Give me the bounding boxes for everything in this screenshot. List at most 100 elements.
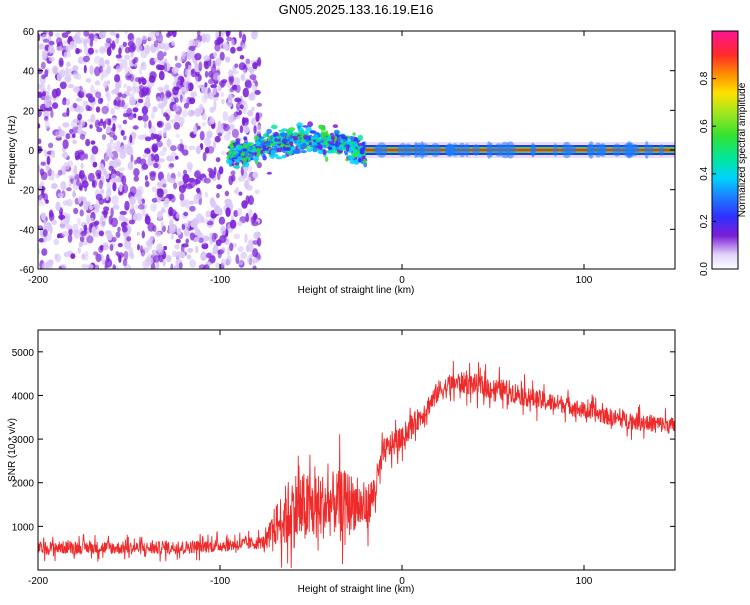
noise-cell [252,265,257,269]
noise-cell [135,37,143,46]
noise-cell [218,216,226,225]
noise-cell [231,128,239,138]
noise-cell [100,74,104,81]
noise-cell [83,31,90,37]
noise-cell [42,49,48,57]
noise-cell [245,195,250,205]
noise-cell [207,92,214,100]
noise-cell [185,238,189,244]
onset-cell [317,149,324,155]
noise-cell [62,139,69,150]
noise-cell [170,234,174,240]
noise-cell [38,165,41,172]
noise-cell [168,177,176,184]
noise-cell [126,236,132,242]
noise-cell [141,114,149,122]
noise-cell [55,201,61,211]
noise-cell [179,193,185,201]
noise-cell [70,120,77,129]
noise-cell [203,55,211,62]
noise-cell [169,119,177,124]
onset-cell [345,145,350,152]
noise-cell [114,74,121,83]
noise-cell [48,31,54,37]
noise-cell [100,188,105,195]
noise-cell [175,62,182,69]
noise-cell [183,211,189,217]
noise-cell [51,170,55,177]
noise-cell [183,81,189,87]
noise-cell [177,180,184,186]
onset-cell [289,141,294,146]
onset-cell [332,124,339,128]
noise-cell [91,226,96,234]
noise-cell [173,182,178,190]
noise-cell [109,138,114,145]
noise-cell [104,154,109,163]
noise-cell [177,171,181,178]
noise-cell [170,145,177,152]
noise-cell [137,244,140,251]
noise-cell [132,107,139,113]
noise-cell [192,217,200,226]
noise-cell [75,97,83,102]
noise-cell [61,263,67,269]
noise-cell [161,207,165,212]
noise-cell [217,132,223,137]
x-tick-label: 0 [399,275,405,286]
noise-cell [92,161,98,168]
noise-cell [72,86,80,93]
noise-cell [122,258,128,267]
noise-cell [186,254,192,260]
noise-cell [83,254,89,261]
noise-cell [141,77,147,86]
noise-cell [202,235,210,242]
onset-cell [300,129,305,135]
noise-cell [233,233,241,240]
noise-cell [110,127,115,132]
noise-cell [169,163,174,168]
onset-cell [357,154,362,158]
noise-cell [196,187,201,193]
onset-cell [235,140,241,145]
noise-cell [252,248,258,258]
carrier-blob [644,141,650,159]
carrier-blob [586,143,595,157]
noise-cell [77,247,81,254]
onset-cell [264,142,271,147]
noise-cell [101,134,107,140]
snr-line-series [38,360,675,568]
carrier-blob [599,143,607,157]
noise-cell [45,99,52,108]
noise-cell [136,194,143,202]
noise-cell [189,259,197,268]
noise-cell [72,139,77,145]
noise-cell [246,244,250,253]
noise-cell [98,230,104,237]
noise-cell [66,187,72,192]
noise-cell [112,264,116,269]
noise-cell [198,237,204,243]
noise-cell [254,189,260,195]
noise-cell [151,197,158,203]
onset-cell [312,147,318,153]
noise-cell [244,80,252,89]
noise-cell [112,204,120,210]
noise-cell [66,31,71,35]
onset-cell [249,145,253,150]
noise-cell [238,31,242,39]
noise-cell [133,168,140,177]
noise-cell [180,76,185,84]
noise-cell [103,245,109,251]
onset-cell [228,159,233,165]
noise-cell [197,84,205,89]
noise-cell [137,115,143,121]
onset-cell [345,158,349,162]
noise-cell [108,153,114,159]
noise-cell [44,94,53,102]
noise-cell [90,217,94,222]
noise-cell [168,206,174,217]
carrier-blob [658,144,665,156]
noise-cell [112,142,117,150]
noise-cell [245,58,251,65]
